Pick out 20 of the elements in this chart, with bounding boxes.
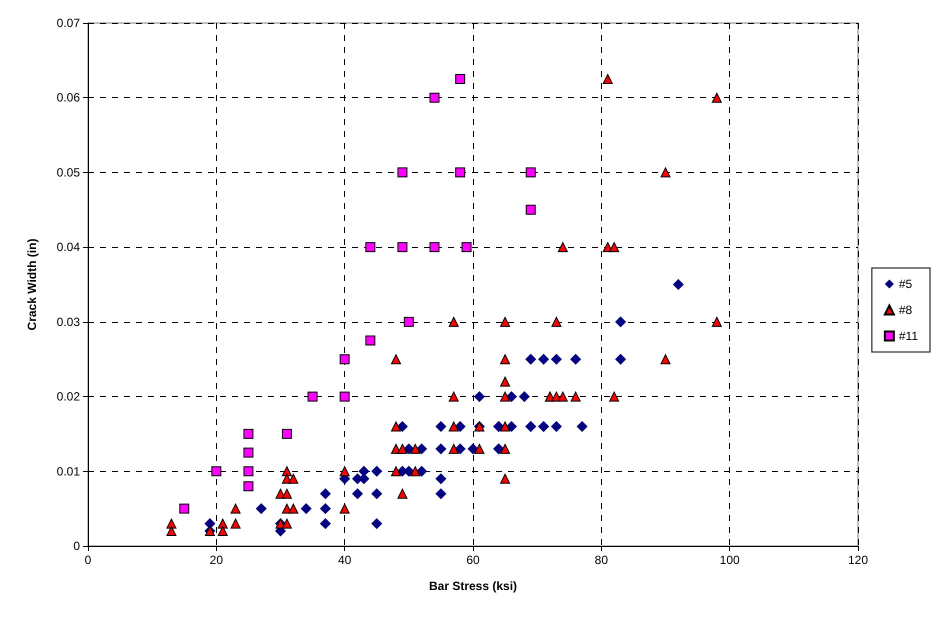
x-tick-label: 0 [84,553,92,567]
x-tick-label: 60 [466,553,480,567]
legend-label: #5 [898,277,913,291]
y-tick-label: 0.07 [56,16,80,30]
legend-label: #8 [898,303,913,317]
x-axis-title: Bar Stress (ksi) [428,579,518,593]
x-tick-label: 100 [720,553,740,567]
y-tick-label: 0.06 [56,90,80,105]
x-tick-label: 40 [338,553,352,567]
y-tick-label: 0.05 [56,165,80,180]
y-tick-label: 0.04 [56,240,80,254]
x-tick-label: 80 [594,553,608,567]
y-tick-label: 0.02 [56,390,80,404]
y-tick-label: 0.01 [56,464,80,478]
y-tick-label: 0.03 [56,314,80,329]
legend-label: #11 [898,329,918,343]
x-tick-label: 120 [848,553,868,567]
y-axis-title: Crack Width (in) [25,238,39,330]
y-tick-label: 0 [73,539,80,553]
x-tick-label: 20 [210,553,224,567]
